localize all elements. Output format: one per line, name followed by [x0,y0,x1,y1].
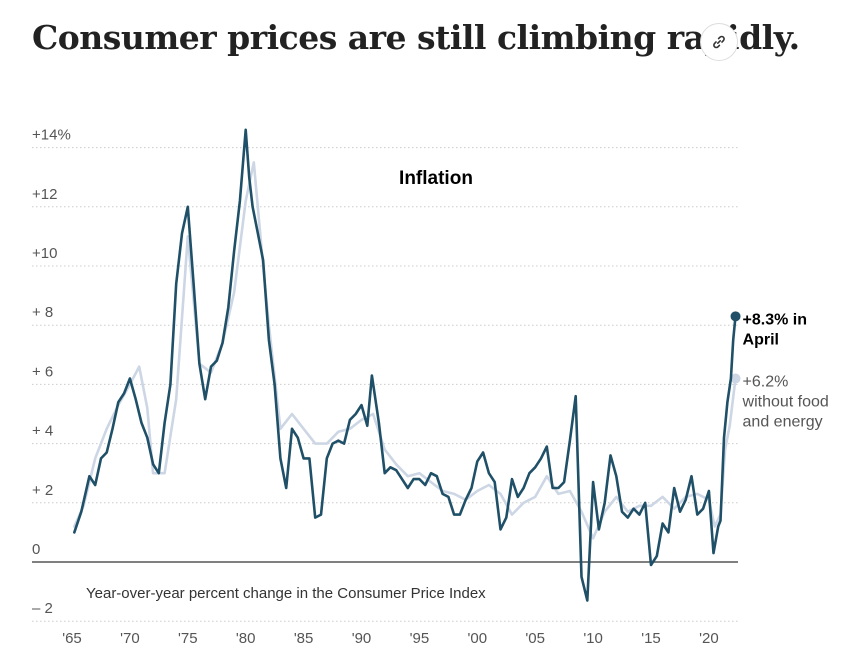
x-tick-label: '90 [352,630,372,647]
core-annotation-line1: +6.2% [743,373,789,390]
core-annotation-line3: and energy [743,413,823,430]
headline-endpoint-dot [730,311,741,322]
x-tick-label: '95 [410,630,430,647]
y-tick-label: – 2 [32,600,53,617]
x-tick-label: '65 [62,630,82,647]
x-tick-label: '20 [699,630,719,647]
series-lines [73,128,741,602]
core-annotation-line2: without food [742,393,829,410]
y-axis-ticks: +14% +12 +10 + 8 + 6 + 4 + 2 0 – 2 [32,127,71,618]
annotations: +8.3% in April +6.2% without food and energy [742,311,829,430]
chart-title: Inflation [399,168,473,189]
x-tick-label: '80 [236,630,256,647]
headline: Consumer prices are still climbing rapid… [32,18,800,57]
x-tick-label: '05 [525,630,545,647]
y-tick-label: +12 [32,186,57,203]
x-tick-label: '85 [294,630,314,647]
y-tick-label: 0 [32,541,40,558]
headline-series-line [73,128,737,602]
share-link-button[interactable] [700,23,738,61]
y-tick-label: + 2 [32,482,53,499]
link-icon [713,35,725,49]
core-endpoint-dot [730,373,741,384]
y-tick-label: +10 [32,245,57,262]
x-tick-label: '10 [583,630,603,647]
headline-annotation-line1: +8.3% in [743,311,807,328]
core-series-line [73,161,737,540]
y-tick-label: + 4 [32,423,53,440]
grid-lines [32,147,738,622]
y-tick-label: +14% [32,127,71,144]
y-tick-label: + 8 [32,304,53,321]
x-tick-label: '75 [178,630,198,647]
y-tick-label: + 6 [32,363,53,380]
chart-note: Year-over-year percent change in the Con… [86,585,486,602]
headline-annotation-line2: April [743,331,779,348]
x-tick-label: '15 [641,630,661,647]
x-axis-ticks: '65 '70 '75 '80 '85 '90 '95 '00 '05 '10 '15 '20 [62,630,718,647]
x-tick-label: '70 [120,630,140,647]
x-tick-label: '00 [468,630,488,647]
